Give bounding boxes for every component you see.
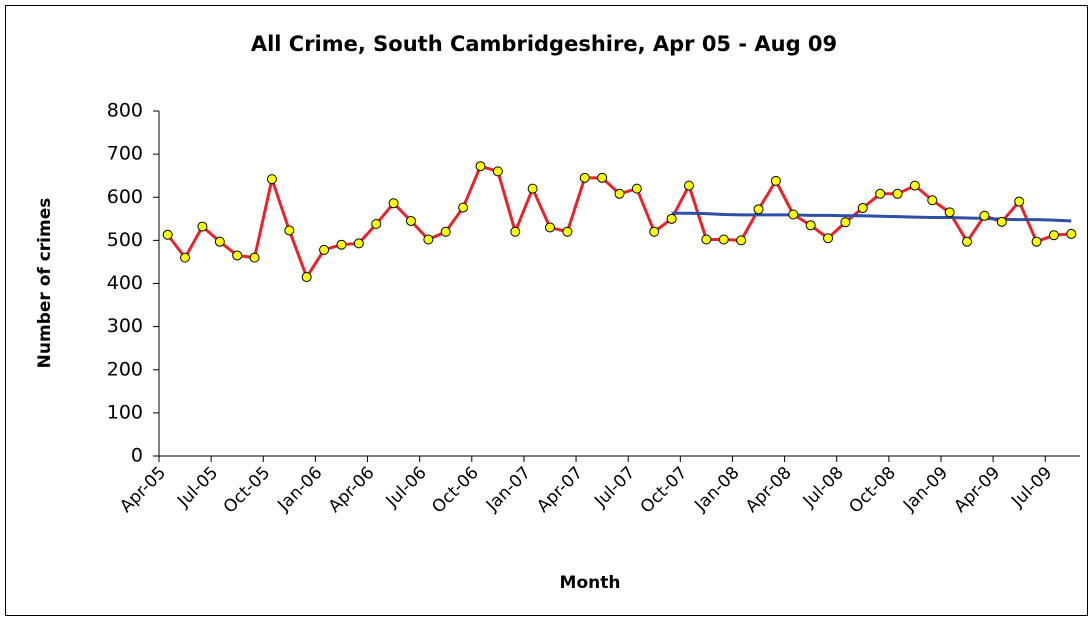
data-point bbox=[180, 252, 191, 263]
data-point bbox=[996, 216, 1007, 227]
data-point bbox=[614, 188, 625, 199]
data-point bbox=[805, 220, 816, 231]
chart-frame bbox=[5, 5, 1088, 616]
data-point bbox=[875, 188, 886, 199]
y-tick-label: 400 bbox=[107, 272, 143, 294]
data-point bbox=[301, 272, 312, 283]
data-point bbox=[527, 183, 538, 194]
y-axis-title: Number of crimes bbox=[35, 198, 55, 369]
data-point bbox=[284, 225, 295, 236]
data-point bbox=[162, 229, 173, 240]
data-point bbox=[788, 209, 799, 220]
data-point bbox=[736, 235, 747, 246]
data-point bbox=[266, 174, 277, 185]
data-point bbox=[544, 222, 555, 233]
data-point bbox=[440, 226, 451, 237]
data-point bbox=[631, 183, 642, 194]
data-point bbox=[1066, 228, 1077, 239]
data-point bbox=[684, 180, 695, 191]
data-point bbox=[1031, 236, 1042, 247]
data-point bbox=[840, 217, 851, 228]
data-point bbox=[857, 203, 868, 214]
data-point bbox=[649, 226, 660, 237]
data-point bbox=[458, 202, 469, 213]
data-point bbox=[597, 172, 608, 183]
data-point bbox=[232, 250, 243, 261]
y-tick-label: 300 bbox=[107, 315, 143, 337]
y-tick-label: 800 bbox=[107, 100, 143, 122]
data-point bbox=[979, 210, 990, 221]
data-point bbox=[892, 188, 903, 199]
data-point bbox=[909, 180, 920, 191]
data-point bbox=[718, 234, 729, 245]
data-point bbox=[823, 233, 834, 244]
data-point bbox=[319, 244, 330, 255]
data-point bbox=[249, 252, 260, 263]
data-point bbox=[770, 175, 781, 186]
data-point bbox=[405, 215, 416, 226]
x-axis-title: Month bbox=[560, 573, 621, 593]
data-point bbox=[666, 213, 677, 224]
data-point bbox=[701, 234, 712, 245]
chart-title: All Crime, South Cambridgeshire, Apr 05 … bbox=[251, 32, 837, 56]
y-tick-label: 200 bbox=[107, 358, 143, 380]
y-tick-label: 500 bbox=[107, 229, 143, 251]
data-point bbox=[962, 236, 973, 247]
data-point bbox=[353, 238, 364, 249]
data-point bbox=[927, 195, 938, 206]
data-point bbox=[510, 226, 521, 237]
data-point bbox=[1048, 230, 1059, 241]
data-point bbox=[944, 207, 955, 218]
y-tick-label: 0 bbox=[131, 445, 143, 467]
data-point bbox=[371, 218, 382, 229]
data-point bbox=[562, 226, 573, 237]
data-point bbox=[753, 204, 764, 215]
y-tick-label: 100 bbox=[107, 401, 143, 423]
data-point bbox=[388, 198, 399, 209]
data-point bbox=[492, 166, 503, 177]
y-tick-label: 700 bbox=[107, 143, 143, 165]
data-point bbox=[336, 239, 347, 250]
data-point bbox=[423, 234, 434, 245]
data-point bbox=[197, 221, 208, 232]
y-tick-label: 600 bbox=[107, 186, 143, 208]
data-point bbox=[475, 161, 486, 172]
data-point bbox=[214, 236, 225, 247]
data-point bbox=[579, 172, 590, 183]
data-point bbox=[1014, 196, 1025, 207]
